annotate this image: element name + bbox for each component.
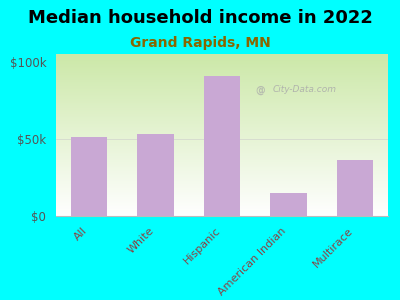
Bar [137, 134, 174, 216]
Bar [204, 76, 240, 216]
Text: Median household income in 2022: Median household income in 2022 [28, 9, 372, 27]
Text: Grand Rapids, MN: Grand Rapids, MN [130, 36, 270, 50]
Text: City-Data.com: City-Data.com [273, 85, 337, 94]
Text: @: @ [255, 85, 265, 94]
Bar [336, 160, 373, 216]
Bar [270, 193, 307, 216]
Bar [71, 137, 108, 216]
